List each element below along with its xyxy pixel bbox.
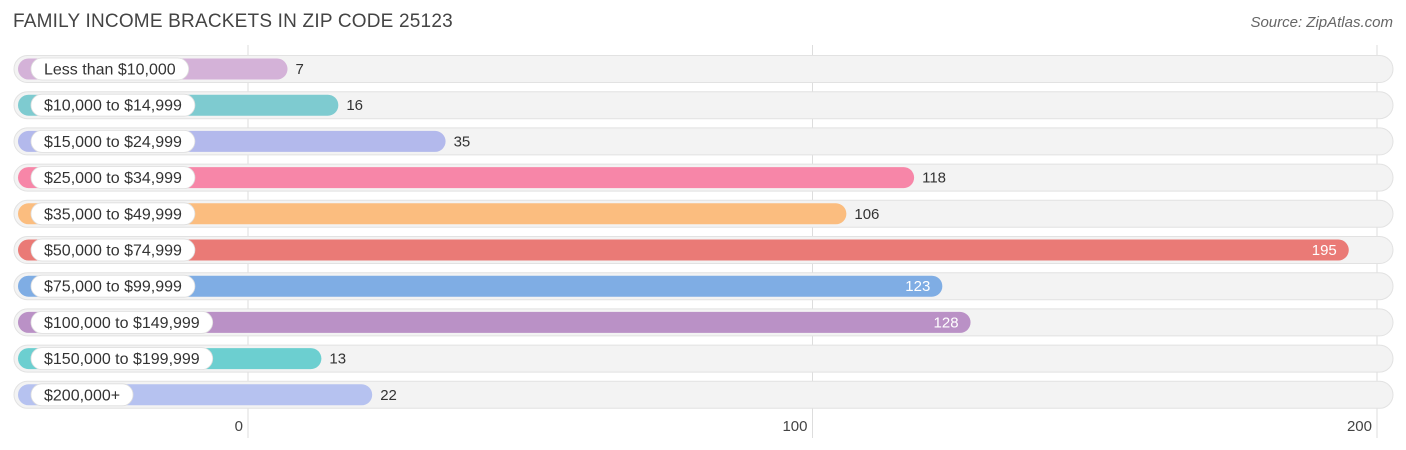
category-label: $150,000 to $199,999 [44,351,200,368]
category-label: $35,000 to $49,999 [44,206,182,223]
bar [18,239,1349,261]
bar-track [13,91,1394,120]
bar-track [13,344,1394,373]
category-label: $50,000 to $74,999 [44,243,182,260]
category-pill [30,310,214,334]
value-label: 16 [346,97,363,114]
x-axis-ticks: 0 100 200 [235,418,1372,435]
category-pill [30,202,196,226]
category-label: $10,000 to $14,999 [44,98,182,115]
bar [18,311,971,333]
x-tick-label: 200 [1347,418,1372,435]
value-label: 13 [329,351,346,368]
category-pill [30,93,196,117]
value-label: 22 [380,387,397,404]
category-pill [30,383,134,407]
value-label: 7 [296,61,304,78]
category-pill [30,166,196,190]
value-label: 106 [854,206,879,223]
value-label: 35 [454,133,471,150]
value-label: 128 [934,314,959,331]
category-label: $100,000 to $149,999 [44,315,200,332]
category-label: $25,000 to $34,999 [44,170,182,187]
chart-title: FAMILY INCOME BRACKETS IN ZIP CODE 25123 [13,11,453,32]
category-pill [30,238,196,262]
source-note: Source: ZipAtlas.com [1250,14,1393,31]
value-label: 123 [905,278,930,295]
category-label: $200,000+ [44,387,120,404]
bar [18,167,915,189]
category-label: $15,000 to $24,999 [44,134,182,151]
value-label: 118 [922,170,946,187]
bar [18,275,943,297]
bars: Less than $10,000 7 $10,000 to $14,999 16 $1… [13,55,1394,409]
x-tick-label: 100 [782,418,807,435]
bar-track [13,55,1394,83]
bar [18,203,847,225]
category-pill [30,57,190,81]
category-label: Less than $10,000 [44,62,176,79]
value-label: 195 [1312,242,1337,259]
category-pill [30,129,196,153]
category-pill [30,347,214,371]
x-tick-label: 0 [235,418,243,435]
category-label: $75,000 to $99,999 [44,279,182,296]
category-pill [30,274,196,298]
